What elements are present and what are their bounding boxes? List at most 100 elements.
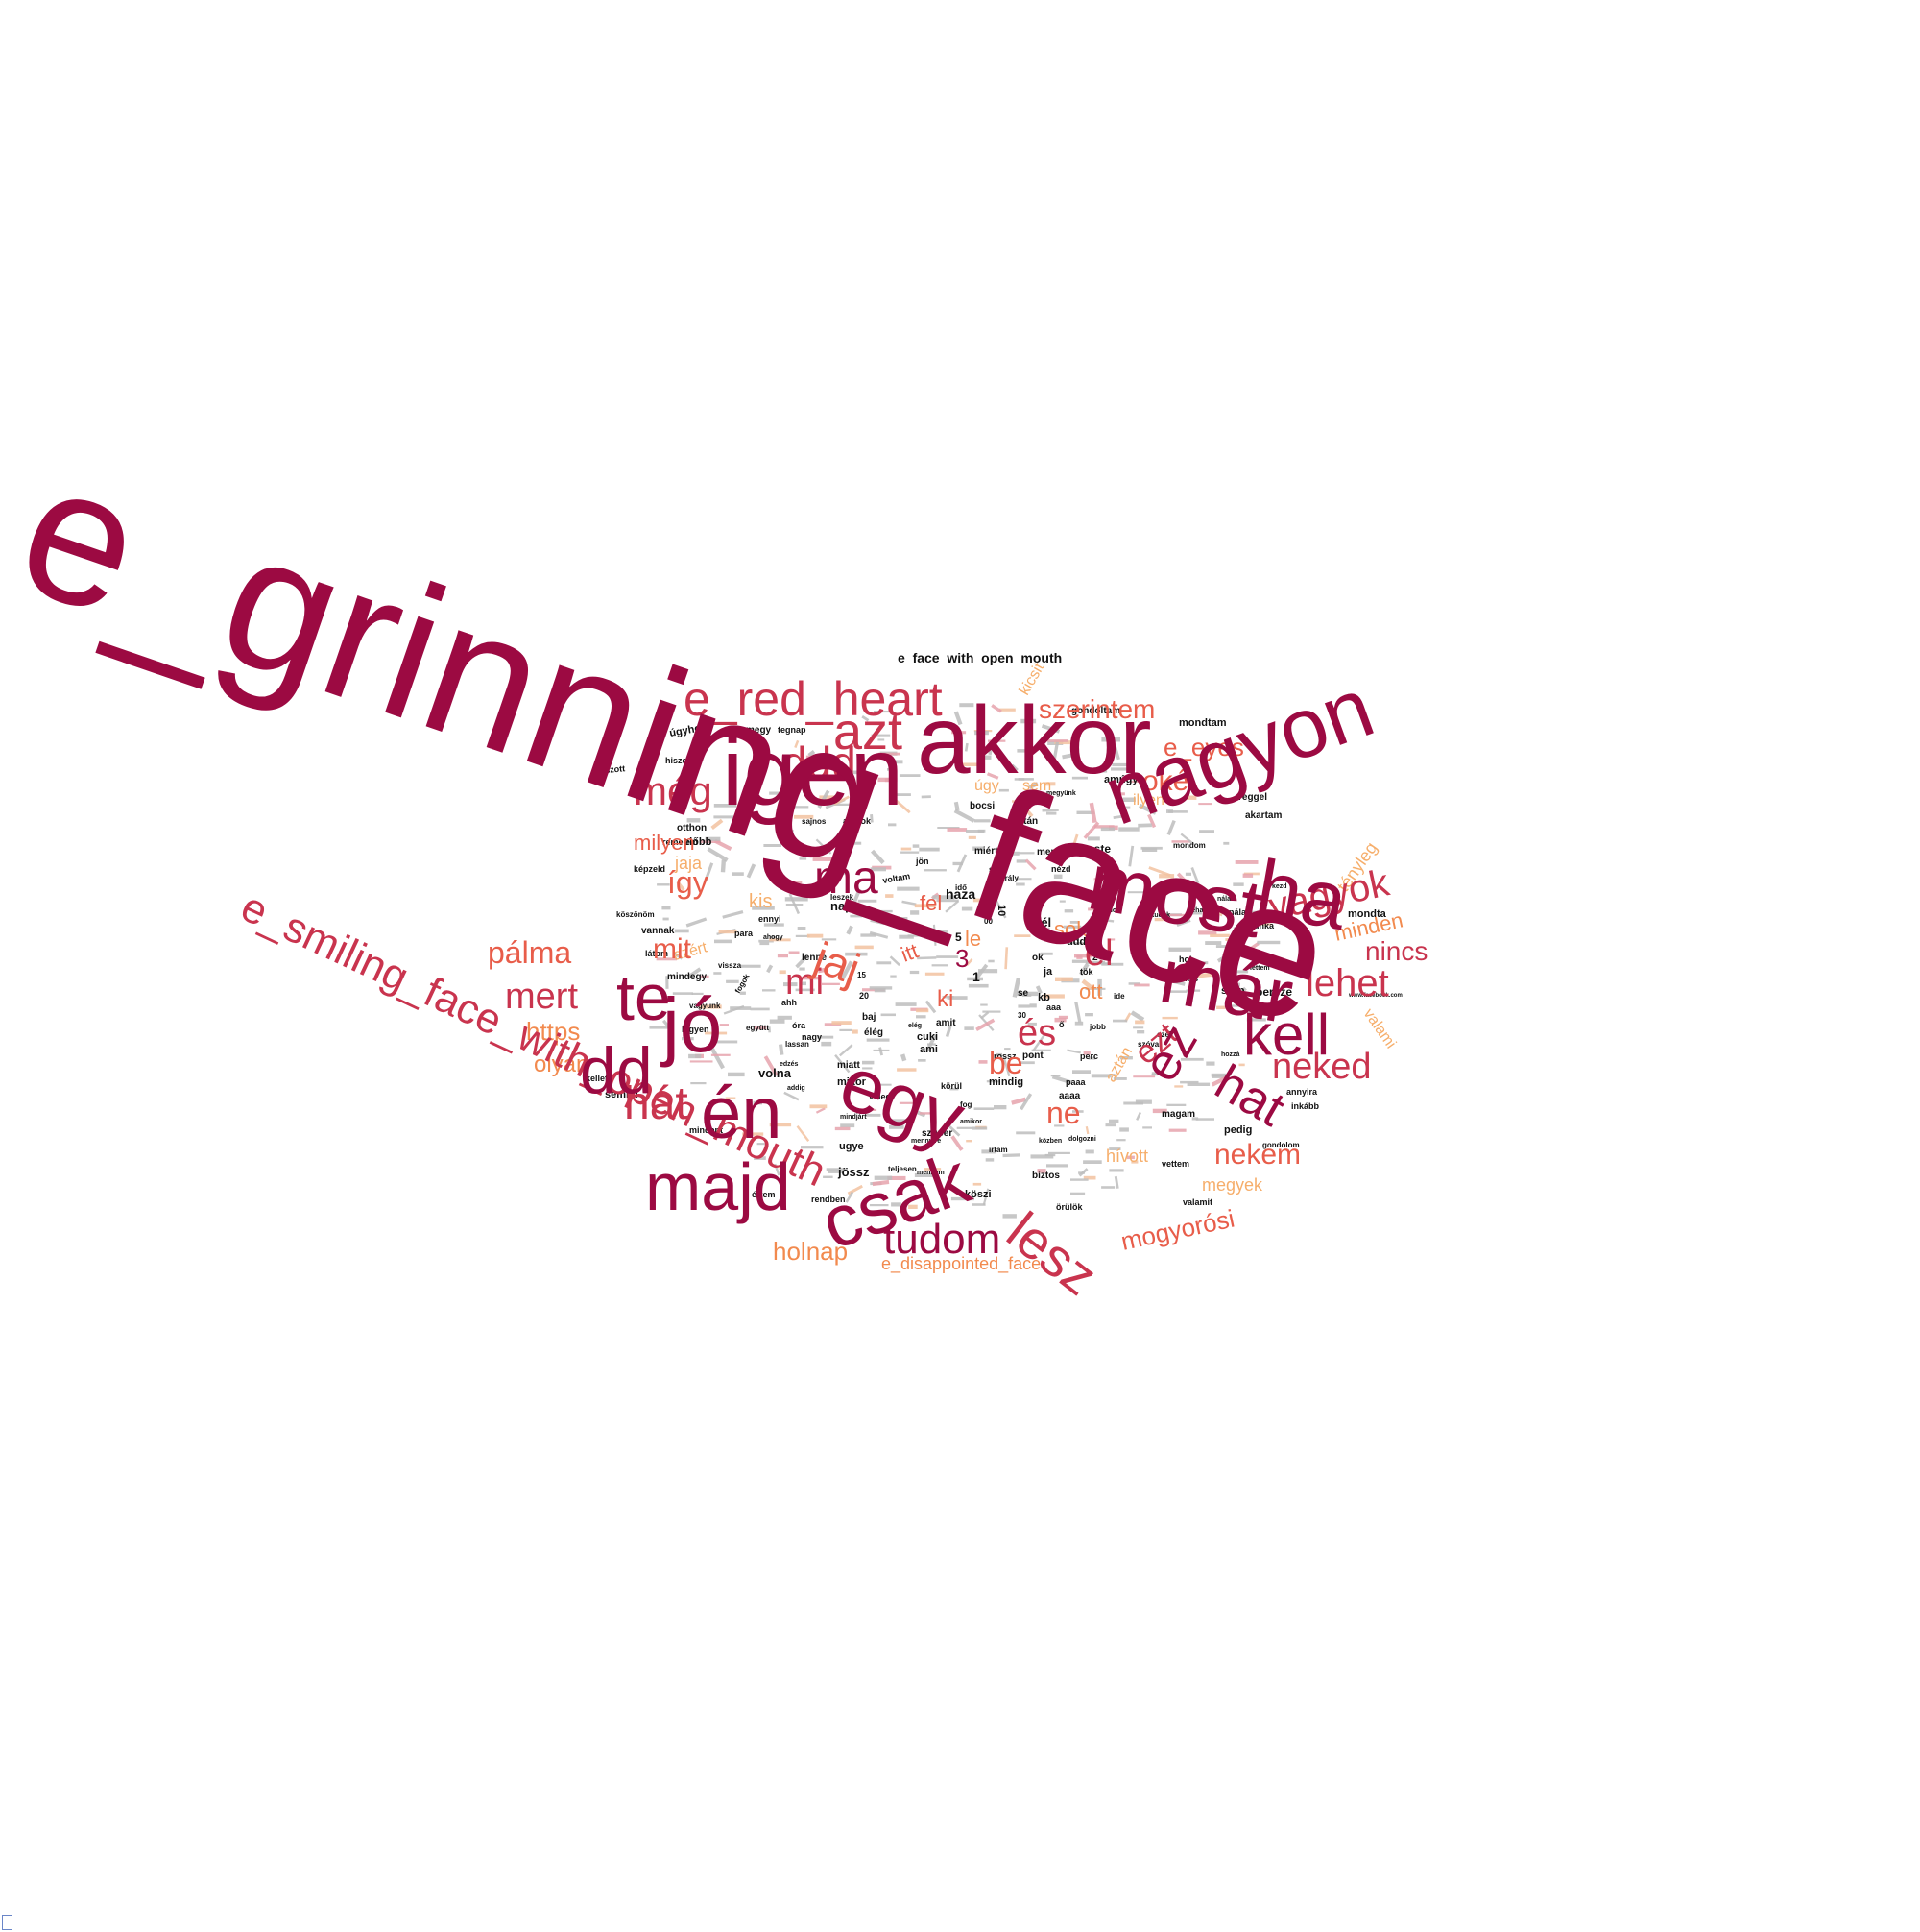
word-mindent: mindent xyxy=(689,1125,723,1135)
word-amugy: amúgy xyxy=(1104,774,1139,785)
word-mas: más xyxy=(1183,975,1199,983)
word-ugy: úgy xyxy=(974,778,999,794)
word-aaaa: aaaa xyxy=(1059,1091,1081,1101)
word-ilyen: ilyen xyxy=(1133,792,1164,809)
word-inkabb: inkább xyxy=(1291,1101,1320,1111)
word-oda: oda xyxy=(1085,933,1101,943)
word-lettem: lettem xyxy=(1250,965,1270,972)
word-egyutt: együtt xyxy=(746,1024,769,1032)
word-10: 10 xyxy=(996,905,1007,916)
word-irtam: írtam xyxy=(989,1146,1008,1154)
word-nekem: nekem xyxy=(1214,1139,1301,1171)
word-kezd: kezd xyxy=(1272,883,1287,890)
word-kell: kell xyxy=(1243,1002,1330,1067)
word-milyen: milyen xyxy=(634,831,695,855)
word-pont: pont xyxy=(1022,1051,1044,1061)
word-fog: fog xyxy=(960,1100,972,1109)
word-reggel: reggel xyxy=(1238,792,1267,803)
word-mindjart: mindjárt xyxy=(840,1114,867,1121)
word-haza: haza xyxy=(946,886,975,902)
word-elobb: előbb xyxy=(684,836,712,848)
word-es: és xyxy=(1018,1013,1056,1053)
word-oke: oké xyxy=(1142,765,1188,797)
word-jon: jön xyxy=(915,857,929,866)
word-https: https xyxy=(526,1017,580,1046)
word-e-face-with-open-mouth: e_face_with_open_mouth xyxy=(898,650,1062,665)
word-mondtam: mondtam xyxy=(1179,717,1227,729)
word-ahh: ahh xyxy=(781,998,797,1007)
word-mikor: mikor xyxy=(837,1076,867,1088)
word-hol: hol xyxy=(1179,954,1192,964)
word-jatszott: játszott xyxy=(593,763,625,776)
word-hozza: hozzá xyxy=(1221,1051,1240,1058)
word-szep: szép xyxy=(1221,985,1245,997)
word-nalam: nálam xyxy=(1217,896,1236,903)
word-kiraly: király xyxy=(998,874,1019,882)
word-hat: hát xyxy=(624,1078,688,1129)
word-vettem: vettem xyxy=(1162,1159,1189,1169)
word-gondolom: gondolom xyxy=(1262,1141,1300,1149)
word-szuper: szuper xyxy=(922,1128,952,1139)
word-ha: ha xyxy=(1250,842,1355,947)
word-nezd: nézd xyxy=(1051,864,1071,874)
word-addig: addig xyxy=(787,1085,805,1092)
word-ezek: ezek xyxy=(1157,1030,1174,1039)
word-voltam: voltam xyxy=(882,871,911,885)
word-tegnap: tegnap xyxy=(778,725,806,735)
word-lehet: lehet xyxy=(1306,962,1389,1004)
word-mennem: mennem xyxy=(917,1170,945,1176)
word-koszonom: köszönöm xyxy=(616,910,655,919)
word-00: 00 xyxy=(984,917,993,926)
word-orulok: örülök xyxy=(1056,1202,1083,1212)
word-el: el xyxy=(1085,933,1114,974)
word-cuki: cuki xyxy=(917,1031,938,1043)
word-volna: volna xyxy=(758,1066,792,1080)
word-hiszem: hiszem xyxy=(665,756,695,765)
word-miert: miért xyxy=(974,846,998,857)
word-igen: igen xyxy=(722,718,903,826)
word-hivott: hívott xyxy=(1106,1147,1148,1166)
word-nap: nap xyxy=(830,899,852,913)
word-igy: így xyxy=(667,865,708,900)
word-mindegy: mindegy xyxy=(667,972,708,982)
word-magam: magam xyxy=(1162,1109,1195,1120)
word-rendben: rendben xyxy=(811,1195,846,1204)
word-paaa: paaa xyxy=(1066,1077,1087,1087)
word-holnap: holnap xyxy=(773,1237,848,1266)
word-megyek: megyek xyxy=(1202,1175,1263,1195)
word-akartam: akartam xyxy=(1245,810,1282,821)
word-1: 1 xyxy=(972,969,980,984)
word-kb: kb xyxy=(1038,992,1050,1003)
word-mindig: mindig xyxy=(989,1076,1023,1088)
word-bocsi: bocsi xyxy=(970,801,995,811)
word-tudod: tudod xyxy=(1102,907,1120,914)
word-nalad: nálad xyxy=(1229,907,1252,917)
word-szoval: szóval xyxy=(1138,1040,1161,1049)
word-ennyi: ennyi xyxy=(758,914,781,924)
word-e-red-heart: e_red_heart xyxy=(684,672,943,726)
word-fel: fel xyxy=(920,891,942,915)
word-pedig: pedig xyxy=(1224,1124,1252,1136)
word-ugye: ugye xyxy=(839,1141,864,1152)
word-legyen: legyen xyxy=(682,1025,709,1034)
word-edzes: edzés xyxy=(780,1061,799,1068)
word-lenne: lenne xyxy=(802,953,828,963)
word-vannak: vannak xyxy=(641,926,675,936)
word-rossz: rossz xyxy=(994,1051,1017,1061)
word-menni: menni xyxy=(1037,847,1066,857)
word-korul: körül xyxy=(941,1081,962,1091)
tiny-word-clutter xyxy=(649,703,1281,1219)
word-persze: persze xyxy=(1256,985,1292,999)
word-neha: néha xyxy=(1188,907,1203,914)
word-majd: majd xyxy=(645,1149,791,1224)
word-mennyire: mennyire xyxy=(911,1138,941,1145)
word-valamit: valamit xyxy=(1183,1197,1212,1207)
word-perc: perc xyxy=(1080,1051,1098,1061)
word-vagyunk: vagyunk xyxy=(689,1002,721,1010)
word-ide: ide xyxy=(1114,992,1125,1001)
word-5: 5 xyxy=(955,930,962,944)
word-tudom: tudom xyxy=(883,1216,1000,1263)
word-jo: jó xyxy=(660,982,722,1068)
word-ja: ja xyxy=(1043,966,1053,978)
word-neked: neked xyxy=(1272,1047,1372,1087)
